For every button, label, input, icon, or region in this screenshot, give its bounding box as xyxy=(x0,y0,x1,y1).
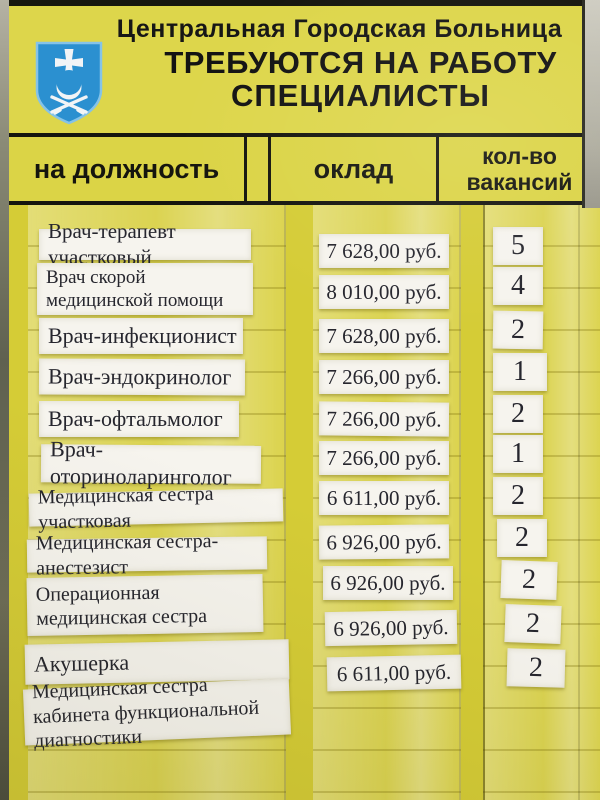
table-body: Врач-терапевт участковый Врач скорой мед… xyxy=(9,205,600,800)
vacancy-count: 1 xyxy=(493,353,547,391)
position-label: Врач-офтальмолог xyxy=(39,401,239,437)
board-title: ТРЕБУЮТСЯ НА РАБОТУ СПЕЦИАЛИСТЫ xyxy=(9,46,600,113)
board-title-line2: СПЕЦИАЛИСТЫ xyxy=(231,78,490,114)
vacancy-count: 2 xyxy=(500,560,558,600)
column-header-spacer xyxy=(247,137,271,201)
column-header-vacancies-label: кол-во вакансий xyxy=(466,143,573,195)
position-label: Медицинская сестра кабинета функциональн… xyxy=(22,674,292,752)
vacancy-count: 2 xyxy=(504,604,562,644)
vacancy-count: 5 xyxy=(493,227,543,265)
vacancy-count: 2 xyxy=(497,519,547,557)
board-title-line1: ТРЕБУЮТСЯ НА РАБОТУ xyxy=(164,45,557,80)
column-header-vacancies: кол-во вакансий xyxy=(439,137,600,201)
position-label: Медицинская сестра участковая xyxy=(28,483,284,533)
salary-value: 7 266,00 руб. xyxy=(319,360,449,394)
column-header-salary: оклад xyxy=(271,137,439,201)
vacancy-count: 2 xyxy=(493,395,543,433)
position-label: Врач-эндокринолог xyxy=(38,358,246,396)
salary-value: 6 926,00 руб. xyxy=(318,524,450,560)
salary-column: 7 628,00 руб. 8 010,00 руб. 7 628,00 руб… xyxy=(313,205,462,800)
photo-right-edge xyxy=(582,0,600,208)
vacancy-board: Центральная Городская Больница ТРЕБУЮТСЯ… xyxy=(9,6,600,800)
salary-value: 6 926,00 руб. xyxy=(323,566,453,600)
position-label: Врач-оториноларинголог xyxy=(40,436,262,490)
salary-value: 6 611,00 руб. xyxy=(326,654,462,692)
city-coat-of-arms-icon xyxy=(35,41,103,125)
column-header-position: на должность xyxy=(9,137,247,201)
salary-value: 7 266,00 руб. xyxy=(319,441,449,475)
salary-value: 7 628,00 руб. xyxy=(319,319,449,353)
position-column: Врач-терапевт участковый Врач скорой мед… xyxy=(22,205,292,800)
vacancy-count: 2 xyxy=(493,477,543,515)
position-label: Врач-инфекционист xyxy=(39,318,243,354)
vacancies-column: 5 4 2 1 2 1 2 2 2 2 2 xyxy=(483,205,600,800)
salary-value: 6 611,00 руб. xyxy=(319,481,449,515)
salary-value: 6 926,00 руб. xyxy=(324,609,458,647)
photo-top-edge xyxy=(0,0,600,6)
position-label: Врач скорой медицинской помощи xyxy=(37,263,253,315)
position-label: Операционная медицинская сестра xyxy=(26,573,264,637)
position-label: Врач-терапевт участковый xyxy=(39,219,251,269)
vacancy-count: 2 xyxy=(492,310,544,350)
salary-value: 7 628,00 руб. xyxy=(319,234,449,268)
position-label: Медицинская сестра-анестезист xyxy=(26,530,268,579)
table-header-row: на должность оклад кол-во вакансий xyxy=(9,133,600,205)
vacancy-count: 4 xyxy=(493,267,543,305)
salary-value: 8 010,00 руб. xyxy=(319,275,449,309)
vacancy-count: 2 xyxy=(506,648,566,688)
photo-left-edge xyxy=(0,0,9,800)
vacancy-count: 1 xyxy=(493,435,543,473)
board-header: Центральная Городская Больница ТРЕБУЮТСЯ… xyxy=(9,6,600,133)
org-name: Центральная Городская Больница xyxy=(116,15,563,43)
salary-value: 7 266,00 руб. xyxy=(318,401,450,437)
